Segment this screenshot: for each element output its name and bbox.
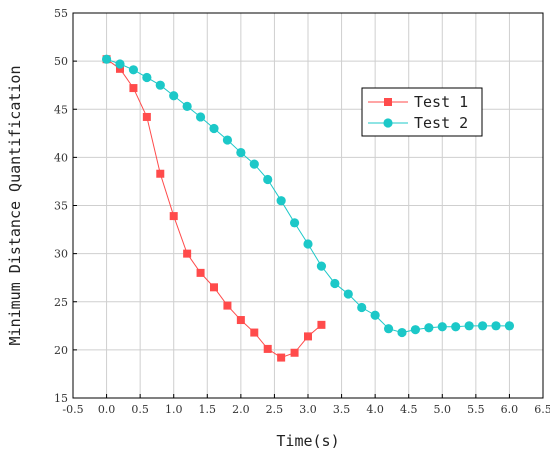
x-tick-label: 4.5	[400, 403, 418, 416]
data-point	[357, 302, 367, 313]
x-tick-label: 2.5	[266, 403, 284, 416]
data-point	[451, 322, 461, 332]
data-point	[223, 301, 232, 310]
y-tick-label: 20	[54, 344, 68, 357]
x-tick-label: 3.0	[299, 403, 317, 416]
data-point	[263, 344, 272, 353]
data-point	[437, 322, 447, 332]
x-tick-label: 6.5	[534, 403, 550, 416]
data-point	[236, 147, 246, 158]
data-point	[424, 323, 434, 333]
legend-label: Test 2	[414, 114, 468, 132]
series-layer	[101, 54, 515, 362]
x-tick-label: 0.5	[131, 403, 149, 416]
x-tick-label: 0.0	[98, 403, 116, 416]
x-tick-label: 2.0	[232, 403, 250, 416]
data-point	[383, 324, 394, 334]
data-point	[236, 316, 245, 325]
data-point	[504, 321, 515, 331]
data-point	[464, 321, 474, 331]
data-point	[196, 268, 205, 277]
data-point	[116, 64, 124, 73]
data-point	[370, 310, 380, 320]
series-2	[101, 54, 515, 338]
data-point	[222, 135, 233, 145]
data-point	[397, 327, 407, 338]
data-point	[210, 283, 218, 292]
y-tick-label: 35	[54, 200, 68, 213]
data-point	[249, 159, 259, 169]
data-point	[317, 320, 326, 329]
y-tick-label: 40	[54, 151, 68, 164]
x-tick-label: 1.5	[199, 403, 217, 416]
x-tick-label: 5.5	[467, 403, 485, 416]
data-point	[169, 91, 179, 101]
legend: Test 1 Test 2	[361, 87, 483, 137]
y-tick-label: 45	[54, 103, 68, 116]
y-tick-label: 55	[54, 7, 68, 20]
x-tick-label: -0.5	[62, 403, 83, 416]
data-point	[182, 101, 192, 111]
legend-box	[361, 87, 483, 137]
legend-marker	[384, 98, 392, 106]
data-point	[195, 112, 206, 122]
data-point	[289, 218, 300, 228]
data-point	[115, 59, 125, 69]
series-1	[102, 55, 326, 362]
data-point	[263, 174, 273, 185]
data-point	[101, 54, 112, 64]
x-axis-title: Time(s)	[276, 432, 339, 450]
data-point	[155, 80, 165, 90]
data-point	[209, 123, 219, 134]
axis-ticks: -0.5 0.0 0.5 1.0 1.5 2.0 2.5 3.0 3.5 4.0 4.5 5.0 5.5…	[54, 7, 550, 416]
data-point	[129, 84, 138, 93]
series-line	[106, 58, 322, 359]
x-tick-label: 4.0	[366, 403, 384, 416]
data-point	[410, 325, 421, 335]
y-tick-label: 15	[54, 392, 68, 405]
y-tick-label: 50	[54, 55, 68, 68]
data-point	[276, 196, 286, 206]
data-point	[277, 353, 286, 362]
y-axis-title: Minimum Distance Quantification	[6, 66, 24, 346]
x-tick-label: 5.0	[434, 403, 452, 416]
data-point	[169, 212, 178, 221]
legend-entry: Test 2	[368, 114, 468, 132]
y-tick-label: 25	[54, 296, 68, 309]
legend-marker	[383, 118, 393, 128]
data-point	[290, 348, 299, 357]
legend-label: Test 1	[414, 93, 468, 111]
data-point	[156, 169, 165, 178]
x-tick-label: 1.0	[165, 403, 183, 416]
data-point	[477, 321, 488, 331]
data-point	[250, 328, 259, 337]
data-point	[183, 249, 192, 258]
x-tick-label: 6.0	[501, 403, 519, 416]
x-tick-label: 3.5	[333, 403, 351, 416]
data-point	[491, 321, 501, 331]
legend-entry: Test 1	[368, 93, 468, 111]
data-point	[142, 112, 151, 121]
data-point	[128, 65, 139, 75]
data-point	[142, 72, 152, 83]
data-point	[330, 278, 340, 289]
data-point	[316, 261, 327, 271]
data-point	[343, 289, 353, 299]
data-point	[303, 239, 313, 249]
y-tick-label: 30	[54, 248, 68, 261]
data-point	[304, 332, 312, 341]
